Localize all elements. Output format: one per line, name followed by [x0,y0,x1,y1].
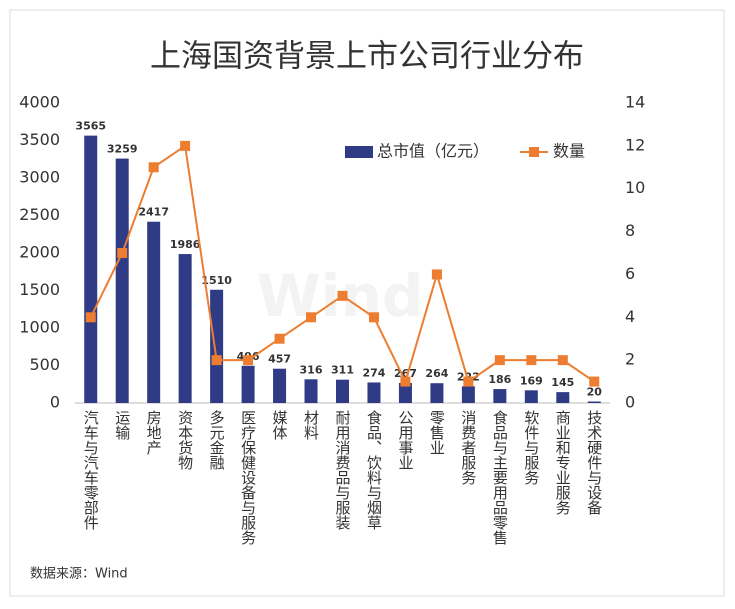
legend-swatch [345,146,373,158]
bar [147,221,161,403]
data-label: 2417 [138,206,169,219]
x-tick-label: 公用事业 [396,410,414,470]
marker [400,376,411,387]
bar [430,383,444,403]
bar [524,390,538,403]
marker [526,355,537,366]
marker [368,312,379,323]
marker [589,376,600,387]
x-tick-label: 软件与服务 [522,410,540,486]
data-label: 1510 [201,274,232,287]
y2-tick-label: 2 [625,350,635,369]
marker [337,290,348,301]
y-tick-label: 2500 [19,205,60,224]
marker [117,248,128,258]
x-tick-label: 汽车与汽车零部件 [82,410,100,530]
x-tick-label: 资本货物 [176,410,194,471]
legend-label: 总市值（亿元） [377,142,489,161]
marker [557,355,568,366]
y-tick-label: 3500 [19,130,60,149]
y2-tick-label: 0 [625,393,635,412]
bar [273,368,287,403]
data-label: 1986 [170,238,201,251]
data-label: 316 [300,363,323,376]
x-tick-label: 技术硬件与设备 [585,410,603,515]
x-tick-label: 零售业 [428,410,446,455]
bar [241,365,255,403]
data-label: 457 [268,353,291,366]
chart-title: 上海国资背景上市公司行业分布 [150,39,584,75]
y-tick-label: 500 [29,355,60,374]
data-label: 145 [551,376,574,389]
bar [210,289,224,403]
x-tick-label: 耐用消费品与服装 [334,410,352,530]
y-tick-label: 0 [50,393,60,412]
data-label: 264 [425,367,448,380]
data-label: 311 [331,364,354,377]
x-tick-label: 食品、饮料与烟草 [365,410,383,530]
bar [367,382,381,403]
bar [336,379,349,403]
legend-label: 数量 [553,142,585,161]
x-tick-label: 房地产 [145,410,163,455]
marker [431,269,442,280]
y2-tick-label: 8 [625,221,635,240]
x-tick-label: 消费者服务 [459,410,477,486]
bar [461,386,475,403]
y-tick-label: 2000 [19,243,60,262]
data-label: 169 [520,374,543,387]
y2-tick-label: 6 [625,264,635,283]
bar [178,254,192,403]
legend-swatch [529,147,539,157]
bar [587,401,601,403]
marker [211,355,222,366]
frame [9,9,725,597]
bar [115,158,129,403]
y2-tick-label: 10 [625,178,645,197]
y-tick-label: 4000 [19,93,60,112]
data-label: 274 [362,366,385,379]
bar [493,389,507,403]
marker [148,162,159,173]
y-tick-label: 1000 [19,318,60,337]
source-note: 数据来源：Wind [30,567,128,582]
x-tick-label: 媒体 [271,410,289,440]
x-tick-label: 材料 [302,410,320,440]
data-label: 186 [488,373,511,386]
x-tick-label: 商业和专业服务 [554,410,572,516]
y2-tick-label: 14 [625,93,645,112]
marker [494,355,505,366]
y2-tick-label: 12 [625,135,645,154]
y-tick-label: 3000 [19,168,60,187]
x-tick-label: 运输 [113,410,131,440]
marker [243,355,254,366]
bar [84,135,98,403]
x-tick-label: 食品与主要用品零售 [491,410,509,545]
y2-tick-label: 4 [625,307,635,326]
bar [398,382,412,403]
x-tick-label: 多元金融 [208,410,226,470]
marker [274,333,285,344]
marker [85,312,96,323]
marker [463,376,474,387]
data-label: 20 [587,386,603,399]
x-tick-label: 医疗保健设备与服务 [239,410,257,546]
marker [306,312,317,323]
marker [180,140,191,151]
bar [304,379,318,403]
bar [556,392,570,403]
data-label: 3565 [75,120,106,133]
data-label: 3259 [107,143,138,156]
y-tick-label: 1500 [19,280,60,299]
